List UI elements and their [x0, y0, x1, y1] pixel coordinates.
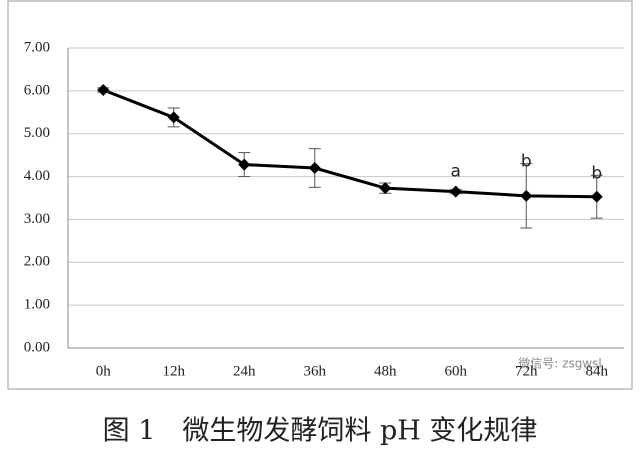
y-tick-label: 2.00 [24, 254, 50, 270]
watermark: 微信号: zsgwsl [518, 357, 601, 371]
y-tick-label: 1.00 [24, 297, 50, 313]
x-tick-label: 24h [233, 363, 256, 379]
x-tick-label: 84h [586, 363, 609, 379]
annotation: a [451, 162, 461, 182]
marker [520, 189, 533, 202]
marker [590, 190, 603, 203]
y-tick-label: 5.00 [24, 125, 50, 141]
y-tick-label: 4.00 [24, 168, 50, 184]
marker [97, 84, 110, 96]
annotation: b [521, 152, 532, 172]
y-tick-label: 6.00 [24, 82, 50, 98]
marker [167, 111, 180, 124]
x-tick-label: 48h [374, 363, 397, 379]
marker [379, 182, 392, 195]
line [102, 88, 597, 199]
y-tick-label: 3.00 [24, 211, 50, 227]
marker [238, 158, 251, 171]
x-tick-label: 72h [515, 363, 538, 379]
x-tick-label: 12h [163, 363, 186, 379]
annotation: b [591, 163, 602, 183]
y-tick-label: 0.00 [24, 339, 50, 355]
x-tick-label: 60h [445, 363, 468, 379]
marker [308, 162, 321, 174]
chart-frame [7, 0, 633, 390]
x-tick-label: 0h [96, 363, 112, 379]
y-tick-label: 7.00 [24, 39, 50, 55]
caption: 图 1 微生物发酵饲料 pH 变化规律 [103, 416, 538, 447]
marker [449, 185, 462, 198]
x-tick-label: 36h [304, 363, 327, 379]
